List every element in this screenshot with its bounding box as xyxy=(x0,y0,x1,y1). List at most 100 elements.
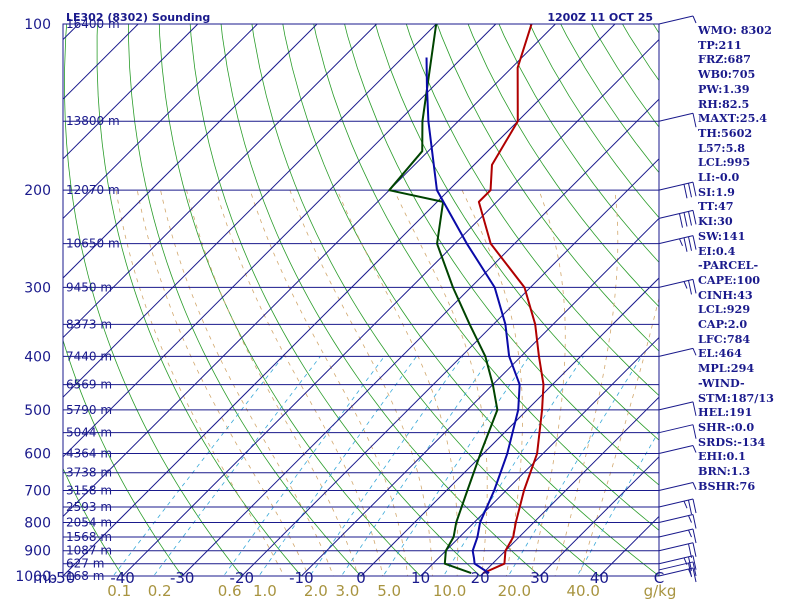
sounding-index-item: LCL:995 xyxy=(698,155,751,170)
wind-barb-staff xyxy=(658,482,694,491)
wind-barb-feather xyxy=(692,210,697,225)
temperature-tick-label: 20 xyxy=(471,569,490,587)
height-label: 3738 m xyxy=(66,466,112,480)
mixing-ratio-label: 0.1 xyxy=(107,582,131,600)
moist-adiabat-line xyxy=(136,190,310,576)
wind-barb-feather xyxy=(688,236,692,251)
pressure-label: 200 xyxy=(24,183,51,199)
height-label: 16400 m xyxy=(66,17,120,31)
height-label: 2593 m xyxy=(66,500,112,514)
wind-barb xyxy=(658,528,697,544)
isotherm-line xyxy=(479,396,659,576)
temperature-tick-label: 40 xyxy=(590,569,609,587)
sounding-index-item: BRN:1.3 xyxy=(698,464,751,479)
isotherm-line xyxy=(63,24,377,339)
mixing-ratio-line xyxy=(112,356,284,576)
mixing-ratio-line xyxy=(443,356,584,576)
height-label: 6569 m xyxy=(66,378,112,392)
wind-barb-feather xyxy=(683,557,688,566)
wind-barb-staff xyxy=(658,347,694,357)
temperature-unit-label: C xyxy=(654,569,664,587)
isotherm-line xyxy=(63,24,258,220)
temperature-tick-label: -20 xyxy=(230,569,255,587)
wind-barb-feather xyxy=(679,238,683,247)
height-label: 8373 m xyxy=(66,317,112,331)
isotherm-line xyxy=(63,24,556,518)
height-label: 1568 m xyxy=(66,530,112,544)
sounding-index-item: SI:1.9 xyxy=(698,184,735,199)
sounding-index-item: HEL:191 xyxy=(698,405,753,420)
temperature-tick-label: 30 xyxy=(530,569,549,587)
wind-barb-feather xyxy=(692,561,697,577)
isotherm-line xyxy=(63,24,318,279)
pressure-label: 700 xyxy=(24,483,51,499)
parcel-trace xyxy=(425,57,521,574)
mixing-ratio-label: 5.0 xyxy=(377,582,401,600)
wind-barb-feather xyxy=(692,482,697,490)
wind-barb-feather xyxy=(692,113,697,128)
sounding-index-item: L57:5.8 xyxy=(698,140,746,155)
sounding-index-item: LCL:929 xyxy=(698,302,751,317)
wind-barb xyxy=(658,181,697,199)
sounding-index-item: TH:5602 xyxy=(698,125,753,140)
pressure-label: 600 xyxy=(24,447,51,463)
wind-barb xyxy=(658,424,697,439)
mixing-ratio-line xyxy=(382,356,530,576)
sounding-index-item: STM:187/13 xyxy=(698,390,774,405)
sounding-index-item: SRDS:-134 xyxy=(698,434,766,449)
wind-barb-feather xyxy=(692,555,697,570)
pressure-label: 800 xyxy=(24,516,51,532)
wind-barb-staff xyxy=(658,15,694,25)
moist-adiabat-line xyxy=(554,190,619,576)
wind-barb-feather xyxy=(688,562,692,578)
sounding-index-item: TP:211 xyxy=(698,37,742,52)
valid-time: 1200Z 11 OCT 25 xyxy=(547,11,653,24)
pressure-label: 100 xyxy=(24,17,51,33)
height-label: 13800 m xyxy=(66,114,120,128)
wind-barb-feather xyxy=(692,15,697,24)
sounding-index-item: EL:464 xyxy=(698,346,742,361)
height-label: 1087 m xyxy=(66,544,112,558)
wind-barb-feather xyxy=(688,529,692,538)
wind-barb-staff xyxy=(658,561,694,571)
isotherm-line xyxy=(63,24,497,458)
wind-barb xyxy=(658,561,697,578)
isotherm-line xyxy=(301,217,659,576)
wind-barb-staff xyxy=(658,528,694,538)
moist-adiabat-line xyxy=(530,190,566,576)
wind-barb-feather xyxy=(683,237,688,252)
wind-barb-feather xyxy=(692,528,697,544)
pressure-label: 900 xyxy=(24,544,51,560)
height-label: 3158 m xyxy=(66,483,112,497)
sounding-index-item: TT:47 xyxy=(698,199,734,214)
wind-barb xyxy=(658,445,697,455)
dry-adiabat-line xyxy=(63,467,124,576)
height-label: 627 m xyxy=(66,557,104,571)
mixing-ratio-label: 1.0 xyxy=(253,582,277,600)
wind-barb-feather xyxy=(692,401,697,416)
temperature-trace xyxy=(477,24,545,575)
wind-barb xyxy=(658,498,697,515)
height-label: 5790 m xyxy=(66,403,112,417)
plot-frame xyxy=(62,23,660,577)
wind-barb-feather xyxy=(692,424,697,439)
pressure-label: 1000 xyxy=(15,569,51,585)
wind-barb-staff xyxy=(658,235,694,245)
wind-barb-feather xyxy=(688,515,692,523)
sounding-index-item: BSHR:76 xyxy=(698,478,756,493)
sounding-index-item: -PARCEL- xyxy=(698,258,759,273)
wind-barb xyxy=(658,209,697,228)
height-label: 2054 m xyxy=(66,516,112,530)
sounding-index-item: SHR-:0.0 xyxy=(698,419,755,434)
wind-barb xyxy=(658,555,697,571)
sounding-index-item: WMO: 8302 xyxy=(698,23,772,37)
dry-adiabat-line xyxy=(63,338,183,576)
wind-barb-staff xyxy=(658,498,694,508)
sounding-index-item: MPL:294 xyxy=(698,361,755,376)
sounding-index-item: RH:82.5 xyxy=(698,96,750,111)
mixing-ratio-unit-label: g/kg xyxy=(644,582,677,600)
wind-barb-staff xyxy=(658,514,694,523)
height-label: 7440 m xyxy=(66,349,112,363)
